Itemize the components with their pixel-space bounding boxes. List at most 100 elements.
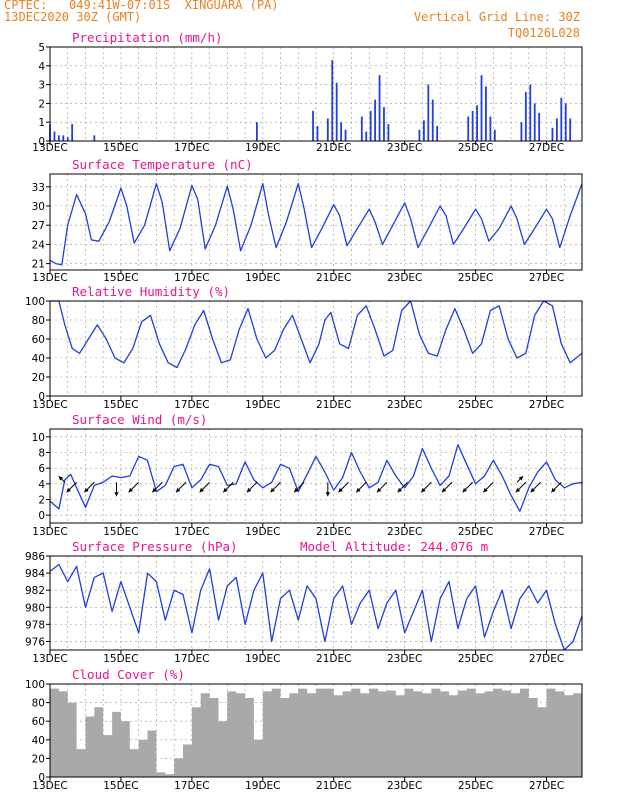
- wind-arrow-head: [84, 487, 89, 493]
- panel-2-ytick-label: 21: [32, 259, 45, 271]
- panel-5-xtick-label: 21DEC: [316, 653, 351, 665]
- wind-arrow-head: [397, 487, 403, 493]
- panel-6-ytick-label: 20: [32, 753, 45, 765]
- panel-5-frame: [49, 555, 583, 651]
- panel-5-ytick-label: 986: [25, 551, 45, 563]
- panel-3-xtick-label: 13DEC: [32, 399, 67, 411]
- header-grid-note: Vertical Grid Line: 30Z: [413, 10, 580, 24]
- panel-2-xtick-label: 21DEC: [316, 272, 351, 284]
- panel-2-frame: [49, 173, 583, 271]
- precip-bar: [471, 110, 474, 141]
- precip-bar: [93, 135, 96, 141]
- panel-4-xtick-label: 13DEC: [32, 526, 67, 538]
- wind-arrow-head: [356, 487, 361, 493]
- panel-3-ytick-label: 100: [25, 296, 45, 308]
- panel-6-ytick-label: 60: [32, 716, 45, 728]
- wind-arrow-head: [338, 487, 343, 493]
- panel-4-ytick-label: 2: [38, 495, 45, 507]
- precip-bar: [340, 122, 343, 141]
- panel-6-title: Cloud Cover (%): [72, 667, 185, 682]
- panel-4-xtick-label: 17DEC: [174, 526, 209, 538]
- panel-2-ytick-label: 33: [32, 182, 45, 194]
- panel-5-ytick-label: 982: [25, 585, 45, 597]
- panel-5-xtick-label: 19DEC: [245, 653, 280, 665]
- panel-1-frame: [49, 46, 583, 142]
- panel-1-xtick-label: 23DEC: [387, 142, 422, 154]
- panel-5-ytick-label: 976: [25, 636, 45, 648]
- precip-bar: [560, 97, 563, 141]
- panel-6-xtick-label: 19DEC: [245, 780, 280, 792]
- panel-4-xtick-label: 27DEC: [529, 526, 564, 538]
- panel-3-ytick-label: 80: [32, 315, 45, 327]
- panel-3-ytick-label: 20: [32, 372, 45, 384]
- wind-arrow-head: [246, 487, 252, 493]
- panel-1-xtick-label: 13DEC: [32, 142, 67, 154]
- precip-bar: [476, 105, 478, 141]
- wind-arrow-head: [530, 487, 536, 493]
- panel-2-xtick-label: 19DEC: [245, 272, 280, 284]
- precip-bar: [326, 118, 329, 141]
- precip-bar: [533, 103, 536, 141]
- precip-bar: [524, 92, 527, 141]
- panel-6-xtick-label: 27DEC: [529, 780, 564, 792]
- header-date-line: 13DEC2020 30Z (GMT): [4, 10, 142, 24]
- panel-4-ytick-label: 0: [38, 510, 45, 522]
- precip-bar: [555, 118, 558, 141]
- panel-6-xtick-label: 25DEC: [458, 780, 493, 792]
- panel-1-ytick-label: 1: [38, 117, 45, 129]
- panel-1-ytick-label: 0: [38, 136, 45, 148]
- cloud-cover-area: [50, 688, 582, 777]
- panel-6-xtick-label: 13DEC: [32, 780, 67, 792]
- wind-arrow-head: [152, 487, 157, 493]
- panel-4-ytick-label: 6: [38, 463, 45, 475]
- header-station-line: CPTEC: 049:41W-07:01S XINGUARA (PA): [4, 0, 279, 12]
- panel-5-xtick-label: 27DEC: [529, 653, 564, 665]
- panel-1-ytick-label: 3: [38, 80, 45, 92]
- precip-bar: [374, 99, 377, 141]
- wind-arrow-head: [376, 487, 382, 493]
- precip-bar: [255, 122, 258, 141]
- wind-arrow-head: [58, 476, 64, 481]
- wind-arrow-head: [483, 487, 488, 493]
- panel-2-title: Surface Temperature (nC): [72, 157, 253, 172]
- wind-arrow-head: [128, 487, 134, 493]
- panel-5-xtick-label: 23DEC: [387, 653, 422, 665]
- wind-arrow-head: [421, 487, 426, 493]
- precip-bar: [564, 103, 567, 141]
- panel-4-xtick-label: 21DEC: [316, 526, 351, 538]
- precip-bar: [529, 84, 532, 141]
- panel-6-xtick-label: 17DEC: [174, 780, 209, 792]
- panel-2-xtick-label: 15DEC: [103, 272, 138, 284]
- panel-6-ytick-label: 80: [32, 698, 45, 710]
- panel-1-xtick-label: 17DEC: [174, 142, 209, 154]
- panel-6-xtick-label: 21DEC: [316, 780, 351, 792]
- wind-arrow-head: [199, 487, 204, 493]
- precip-bar: [493, 129, 496, 141]
- wind-arrow-head: [223, 487, 228, 493]
- panel-1-title: Precipitation (mm/h): [72, 30, 223, 45]
- wind-arrow-head: [270, 487, 275, 493]
- panel-3-ytick-label: 0: [38, 391, 45, 403]
- wind-arrow-head: [515, 487, 521, 493]
- precip-bar: [427, 84, 430, 141]
- panel-3-ytick-label: 40: [32, 353, 45, 365]
- panel-5-xtick-label: 13DEC: [32, 653, 67, 665]
- header-run-id: TQ0126L028: [507, 26, 580, 40]
- panel-5-ytick-label: 978: [25, 619, 45, 631]
- panel-1-ytick-label: 5: [38, 42, 45, 54]
- panel-1-xtick-label: 15DEC: [103, 142, 138, 154]
- panel-1-xtick-label: 21DEC: [316, 142, 351, 154]
- precip-bar: [331, 60, 334, 141]
- precip-bar: [489, 116, 492, 141]
- panel-2-series-line: [49, 182, 583, 266]
- panel-2-xtick-label: 25DEC: [458, 272, 493, 284]
- panel-2-xtick-label: 17DEC: [174, 272, 209, 284]
- panel-3-frame: [49, 300, 583, 397]
- wind-arrow-head: [518, 476, 523, 481]
- precip-bar: [436, 125, 439, 141]
- panel-3-series-line: [50, 300, 583, 369]
- precip-bar: [422, 120, 425, 141]
- panel-2-xtick-label: 13DEC: [32, 272, 67, 284]
- panel-3-xtick-label: 23DEC: [387, 399, 422, 411]
